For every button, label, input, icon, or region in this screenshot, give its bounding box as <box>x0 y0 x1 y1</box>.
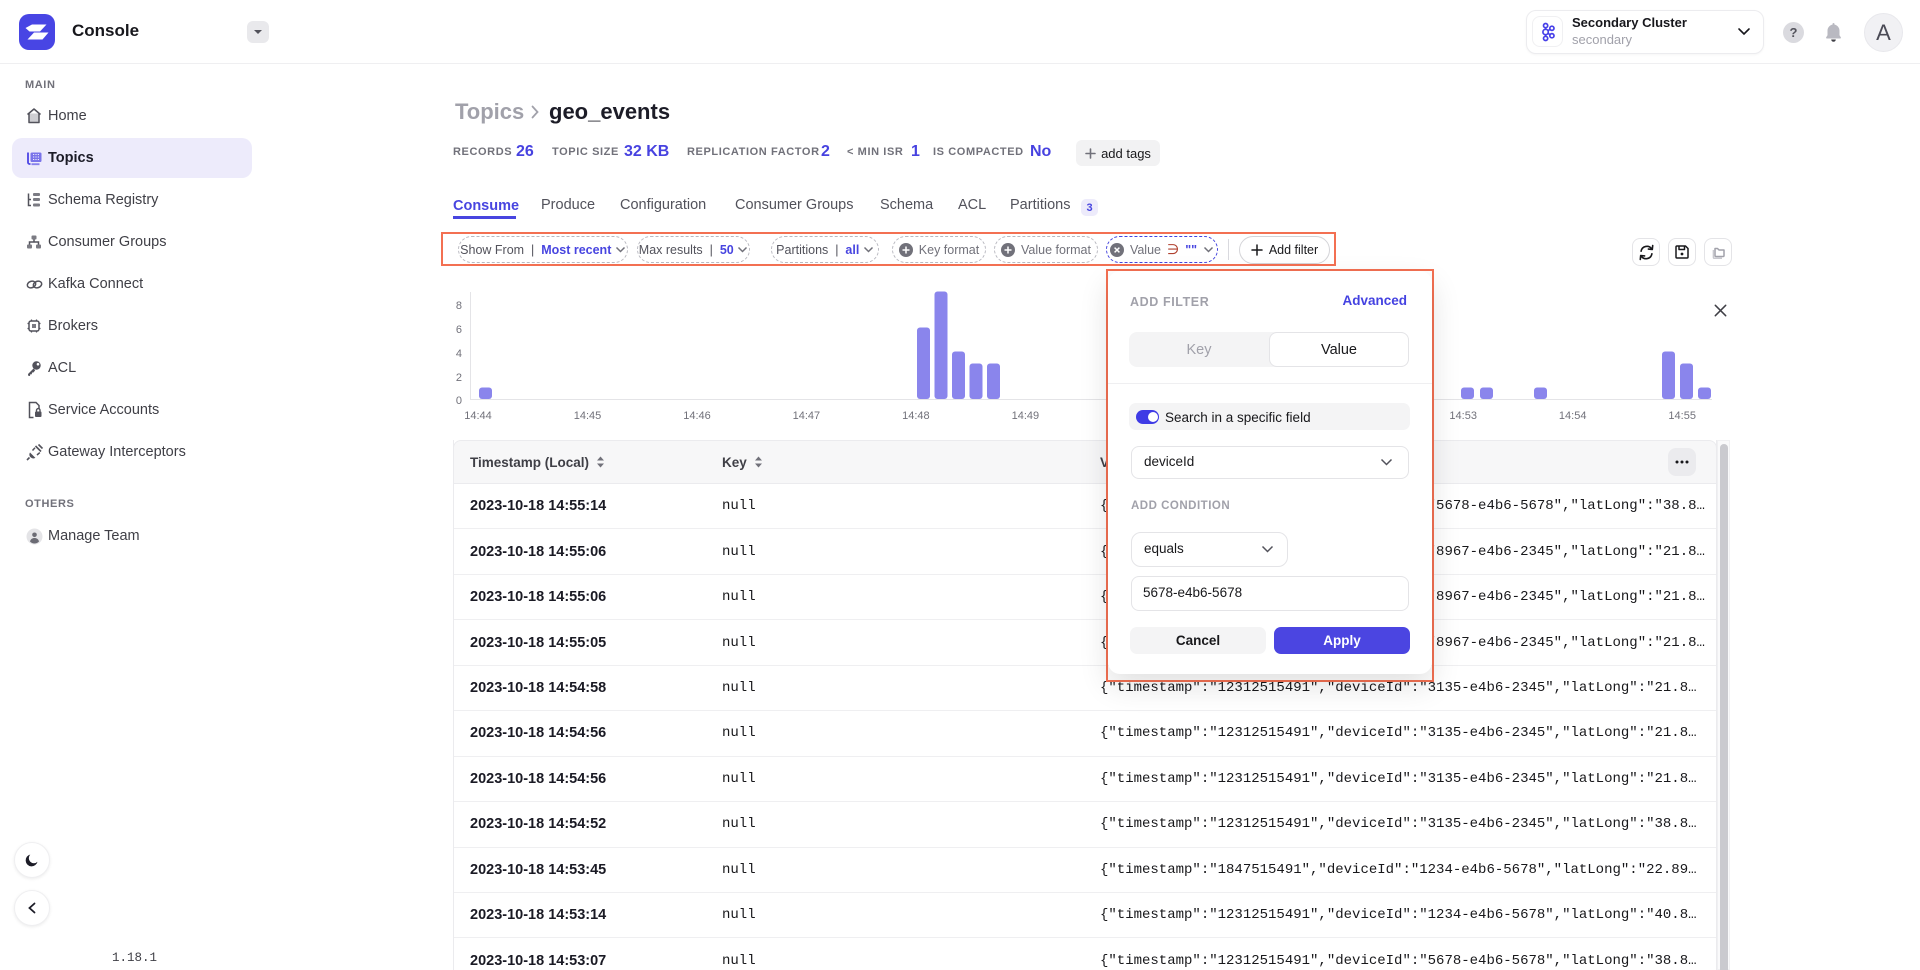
svg-text:14:47: 14:47 <box>793 410 821 422</box>
svg-text:14:44: 14:44 <box>464 410 492 422</box>
svg-text:14:55: 14:55 <box>1668 410 1696 422</box>
svg-text:2: 2 <box>456 372 462 384</box>
svg-text:14:48: 14:48 <box>902 410 930 422</box>
svg-text:8: 8 <box>456 300 462 312</box>
svg-text:4: 4 <box>456 348 462 360</box>
svg-text:0: 0 <box>456 395 462 407</box>
svg-text:14:46: 14:46 <box>683 410 711 422</box>
svg-text:14:45: 14:45 <box>574 410 602 422</box>
svg-text:14:53: 14:53 <box>1449 410 1477 422</box>
svg-text:14:54: 14:54 <box>1559 410 1587 422</box>
svg-text:6: 6 <box>456 324 462 336</box>
svg-text:14:49: 14:49 <box>1012 410 1040 422</box>
